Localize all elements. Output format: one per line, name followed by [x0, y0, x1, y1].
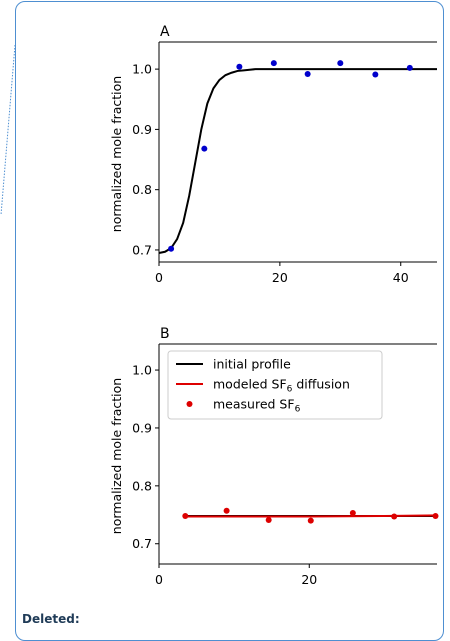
- y-tick-label: 0.8: [132, 182, 152, 197]
- x-tick-label: 40: [393, 270, 409, 285]
- data-point: [201, 145, 208, 152]
- y-tick-label: 0.8: [132, 478, 152, 493]
- y-axis-label: normalized mole fraction: [109, 378, 124, 534]
- series-line: [185, 514, 438, 518]
- data-point: [432, 512, 439, 519]
- data-point: [223, 507, 230, 514]
- y-tick-label: 1.0: [132, 62, 152, 77]
- x-tick-label: 0: [155, 270, 163, 285]
- data-point: [270, 60, 277, 67]
- x-tick-label: 20: [272, 270, 288, 285]
- data-point: [168, 245, 175, 252]
- series-line: [158, 68, 437, 254]
- x-tick-label: 0: [155, 572, 163, 587]
- y-tick-label: 0.7: [132, 242, 152, 257]
- x-tick-label: 20: [301, 572, 317, 587]
- comment-box: [15, 1, 444, 641]
- data-point: [391, 513, 398, 520]
- panel-b: B 0.7 0.8 0.9 1.0 0 20 normalized mole fraction…: [109, 326, 439, 587]
- y-tick-label: 0.9: [132, 420, 152, 435]
- deleted-label: Deleted:: [22, 612, 80, 626]
- data-point: [349, 510, 356, 517]
- comment-connector-line: [0, 44, 16, 216]
- data-point: [337, 60, 344, 67]
- data-point: [406, 64, 413, 71]
- legend-label: measured SF6: [213, 397, 301, 415]
- legend-label: initial profile: [213, 357, 291, 372]
- data-point: [182, 512, 189, 519]
- panel-label: B: [160, 326, 170, 342]
- data-point: [372, 71, 379, 78]
- legend-marker: [186, 401, 193, 407]
- y-axis-label: normalized mole fraction: [109, 76, 124, 232]
- y-tick-label: 1.0: [132, 363, 152, 378]
- data-point: [265, 517, 272, 523]
- data-point: [307, 517, 314, 524]
- panel-a: A 0.7 0.8 0.9 1.0 0 20 40 normalized mole fracti…: [109, 24, 437, 285]
- legend-label: modeled SF6 diffusion: [213, 377, 350, 395]
- y-tick-label: 0.9: [132, 122, 152, 137]
- data-point: [236, 63, 243, 70]
- legend-box: [167, 350, 383, 420]
- y-tick-label: 0.7: [132, 536, 152, 551]
- panel-label: A: [160, 24, 170, 40]
- data-point: [304, 70, 311, 77]
